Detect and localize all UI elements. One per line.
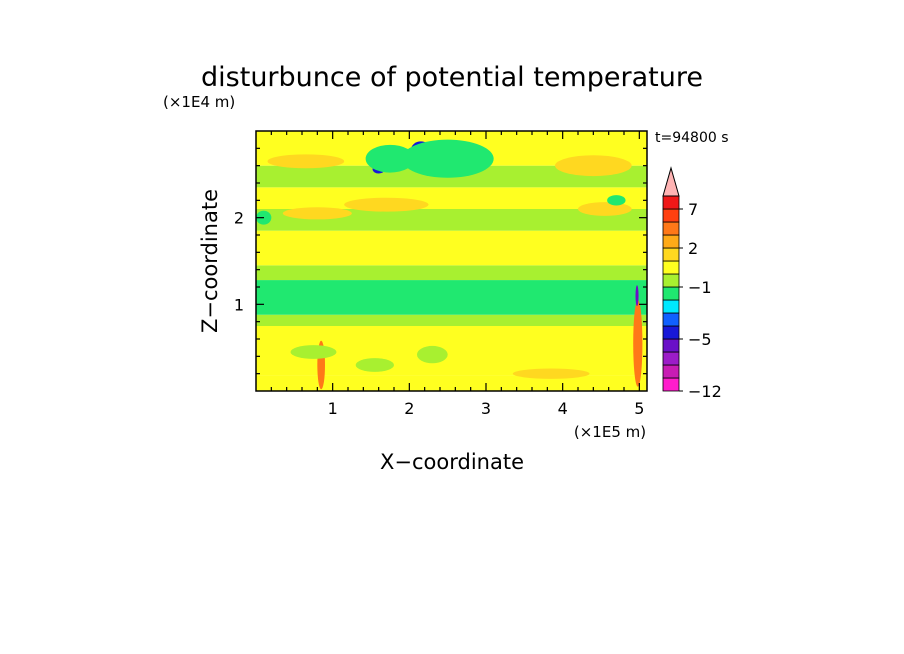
colorbar-swatch-14 bbox=[662, 195, 680, 210]
contour-feature-3 bbox=[365, 144, 415, 173]
colorbar-label-0: −12 bbox=[688, 382, 722, 401]
colorbar-swatch-5 bbox=[662, 312, 680, 327]
colorbar-swatch-7 bbox=[662, 286, 680, 301]
contour-feature-17 bbox=[417, 345, 448, 364]
contour-feature-11 bbox=[607, 195, 626, 206]
y-axis-label: Z−coordinate bbox=[198, 189, 222, 333]
colorbar-swatch-0 bbox=[662, 377, 680, 392]
axis-ticks bbox=[256, 131, 647, 391]
contour-feature-6 bbox=[555, 155, 632, 177]
y-scale-label: (×1E4 m) bbox=[163, 93, 235, 111]
y-tick-label-1: 2 bbox=[234, 209, 244, 228]
x-tick-label-4: 5 bbox=[634, 399, 644, 418]
contour-field bbox=[256, 131, 647, 391]
x-scale-label: (×1E5 m) bbox=[574, 423, 646, 441]
colorbar-swatch-12 bbox=[662, 221, 680, 236]
contour-feature-8 bbox=[282, 207, 352, 220]
colorbar-label-4: 7 bbox=[688, 200, 698, 219]
colorbar-swatch-4 bbox=[662, 325, 680, 340]
colorbar-swatch-2 bbox=[662, 351, 680, 366]
x-tick-label-0: 1 bbox=[328, 399, 338, 418]
contour-band-0 bbox=[256, 375, 647, 391]
contour-band-5 bbox=[256, 230, 647, 266]
contour-feature-18 bbox=[512, 368, 590, 379]
colorbar-swatch-1 bbox=[662, 364, 680, 379]
colorbar-extend-arrow bbox=[662, 166, 680, 197]
colorbar-swatch-3 bbox=[662, 338, 680, 353]
x-tick-label-3: 4 bbox=[558, 399, 568, 418]
x-tick-label-2: 3 bbox=[481, 399, 491, 418]
contour-band-3 bbox=[256, 280, 647, 315]
colorbar-label-2: −1 bbox=[688, 278, 712, 297]
contour-band-6 bbox=[256, 209, 647, 231]
colorbar-swatch-11 bbox=[662, 234, 680, 249]
contour-feature-13 bbox=[633, 300, 643, 387]
y-tick-labels: 12 bbox=[234, 209, 244, 315]
colorbar-label-3: 2 bbox=[688, 239, 698, 258]
x-tick-label-1: 2 bbox=[404, 399, 414, 418]
colorbar-swatch-8 bbox=[662, 273, 680, 288]
contour-feature-14 bbox=[635, 285, 639, 307]
contour-feature-7 bbox=[344, 197, 429, 212]
contour-band-4 bbox=[256, 265, 647, 281]
contour-features bbox=[256, 139, 643, 390]
colorbar-swatch-13 bbox=[662, 208, 680, 223]
contour-feature-15 bbox=[290, 345, 337, 359]
contour-feature-4 bbox=[401, 139, 494, 178]
y-tick-label-0: 1 bbox=[234, 295, 244, 314]
x-axis-label: X−coordinate bbox=[380, 450, 524, 474]
colorbar-label-1: −5 bbox=[688, 330, 712, 349]
contour-feature-9 bbox=[578, 202, 632, 216]
colorbar-swatch-9 bbox=[662, 260, 680, 275]
time-label: t=94800 s bbox=[655, 130, 729, 146]
x-tick-labels: 1 2 3 4 5 bbox=[328, 399, 645, 418]
plot-frame bbox=[255, 130, 648, 392]
contour-band-2 bbox=[256, 314, 647, 326]
contour-feature-16 bbox=[355, 358, 395, 372]
chart-title: disturbunce of potential temperature bbox=[201, 62, 703, 93]
colorbar-swatch-6 bbox=[662, 299, 680, 314]
contour-feature-5 bbox=[267, 154, 345, 169]
colorbar-swatch-10 bbox=[662, 247, 680, 262]
colorbar: −12−5−127 bbox=[662, 166, 722, 401]
